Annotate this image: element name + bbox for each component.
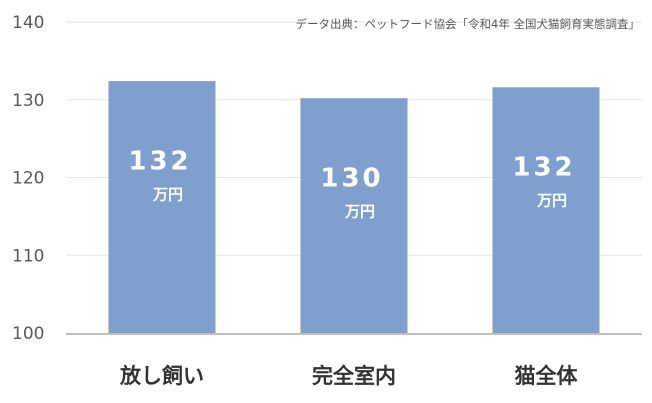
bar-value-unit: 万円: [152, 186, 183, 204]
source-note: データ出典：ペットフード協会「令和4年 全国犬猫飼育実態調査」: [296, 17, 640, 31]
bars: 132 万円 130 万円 132 万円: [108, 81, 600, 333]
y-tick-label: 140: [12, 13, 44, 33]
bar-value-label: 132: [128, 147, 191, 177]
y-tick-label: 120: [12, 169, 44, 189]
y-tick-label: 110: [12, 246, 44, 266]
bar: [300, 98, 408, 333]
x-category-label: 放し飼い: [119, 364, 204, 388]
y-axis-ticks: 100 110 120 130 140: [12, 13, 44, 344]
bar-value-unit: 万円: [536, 192, 567, 210]
y-tick-label: 100: [12, 324, 44, 344]
bar-value-unit: 万円: [344, 203, 375, 221]
bar: [108, 81, 216, 333]
bar-value-label: 132: [512, 153, 575, 183]
y-tick-label: 130: [12, 91, 44, 111]
x-category-label: 猫全体: [515, 364, 579, 388]
bar-value-label: 130: [320, 164, 383, 194]
x-axis-categories: 放し飼い 完全室内 猫全体: [119, 364, 578, 388]
x-category-label: 完全室内: [312, 364, 396, 388]
bar: [492, 87, 600, 333]
